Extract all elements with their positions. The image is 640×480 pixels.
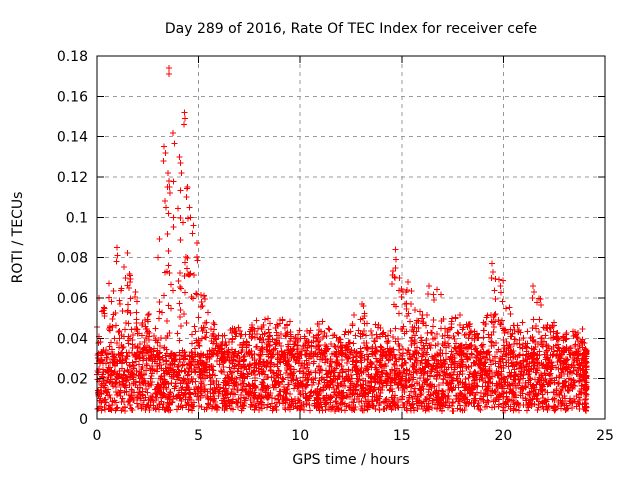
data-points-roti [94, 65, 590, 414]
x-tick-labels: 0 5 10 15 20 25 [93, 428, 614, 444]
y-tick-labels: 0 0.02 0.04 0.06 0.08 0.1 0.12 0.14 0.16 0.18 [57, 49, 88, 428]
x-tick-label: 0 [93, 428, 102, 444]
axis-ticks [96, 55, 606, 420]
x-tick-label: 5 [194, 428, 203, 444]
y-tick-label: 0.1 [66, 210, 88, 226]
y-axis-label: ROTI / TECUs [10, 192, 26, 284]
y-tick-label: 0.16 [57, 89, 88, 105]
chart-title: Day 289 of 2016, Rate Of TEC Index for r… [165, 21, 537, 37]
y-tick-label: 0.14 [57, 130, 88, 146]
x-tick-label: 25 [596, 428, 614, 444]
y-tick-label: 0.18 [57, 49, 88, 65]
x-axis-label: GPS time / hours [292, 452, 409, 468]
plot-border [96, 55, 606, 420]
y-tick-label: 0.12 [57, 170, 88, 186]
y-tick-label: 0.08 [57, 251, 88, 267]
x-tick-label: 15 [393, 428, 411, 444]
y-tick-label: 0.02 [57, 372, 88, 388]
x-tick-label: 20 [494, 428, 512, 444]
x-tick-label: 10 [291, 428, 309, 444]
y-tick-label: 0.06 [57, 291, 88, 307]
y-tick-label: 0.04 [57, 331, 88, 347]
y-tick-label: 0 [79, 412, 88, 428]
